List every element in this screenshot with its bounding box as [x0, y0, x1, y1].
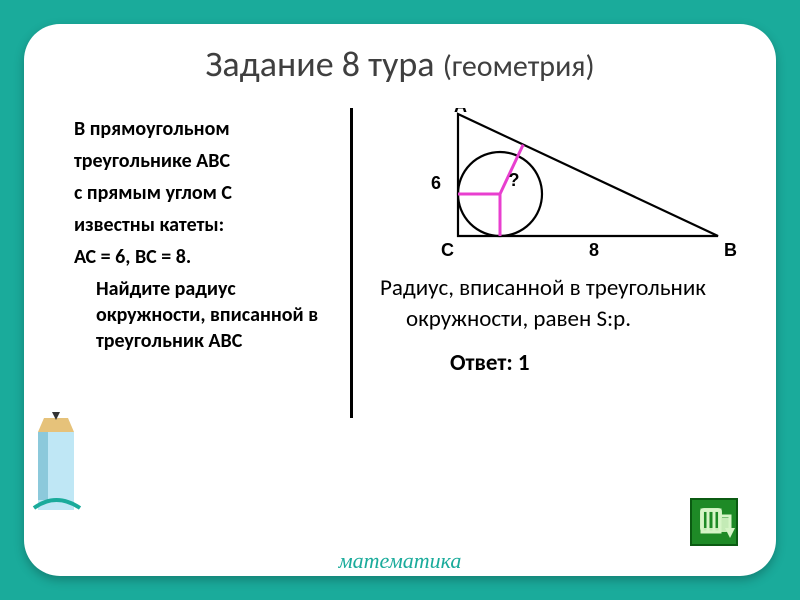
- answer-text: Ответ: 1: [380, 349, 750, 377]
- svg-text:A: A: [454, 108, 467, 116]
- svg-text:C: C: [441, 240, 454, 260]
- diagram-svg: A C B 6 8?: [380, 108, 750, 273]
- problem-text: В прямоугольном треугольнике АВС с прямы…: [74, 116, 336, 360]
- text-line: с прямым углом С: [74, 180, 336, 206]
- solution-column: A C B 6 8? Радиус, вписанной в треугольник о…: [380, 108, 750, 377]
- svg-text:6: 6: [431, 173, 441, 193]
- title-main: Задание 8 тура: [205, 42, 442, 86]
- text-line: Найдите радиус окружности, вписанной в т…: [74, 276, 336, 354]
- text-line: известны катеты:: [74, 212, 336, 238]
- slide: Задание 8 тура (геометрия) В прямоугольн…: [24, 24, 776, 576]
- slide-title: Задание 8 тура (геометрия): [24, 42, 776, 86]
- svg-text:8: 8: [589, 240, 599, 260]
- text-line: АС = 6, ВС = 8.: [74, 244, 336, 270]
- footer-label: математика: [24, 548, 776, 574]
- svg-text:?: ?: [509, 170, 520, 190]
- pencil-icon: [30, 412, 90, 512]
- column-divider: [350, 108, 353, 418]
- title-sub: (геометрия): [443, 48, 595, 85]
- solution-text: Радиус, вписанной в треугольник окружнос…: [380, 273, 750, 335]
- text-line: треугольнике АВС: [74, 148, 336, 174]
- text-line: В прямоугольном: [74, 116, 336, 142]
- geometry-diagram: A C B 6 8?: [380, 108, 750, 273]
- svg-text:B: B: [724, 240, 737, 260]
- next-button[interactable]: [690, 498, 738, 546]
